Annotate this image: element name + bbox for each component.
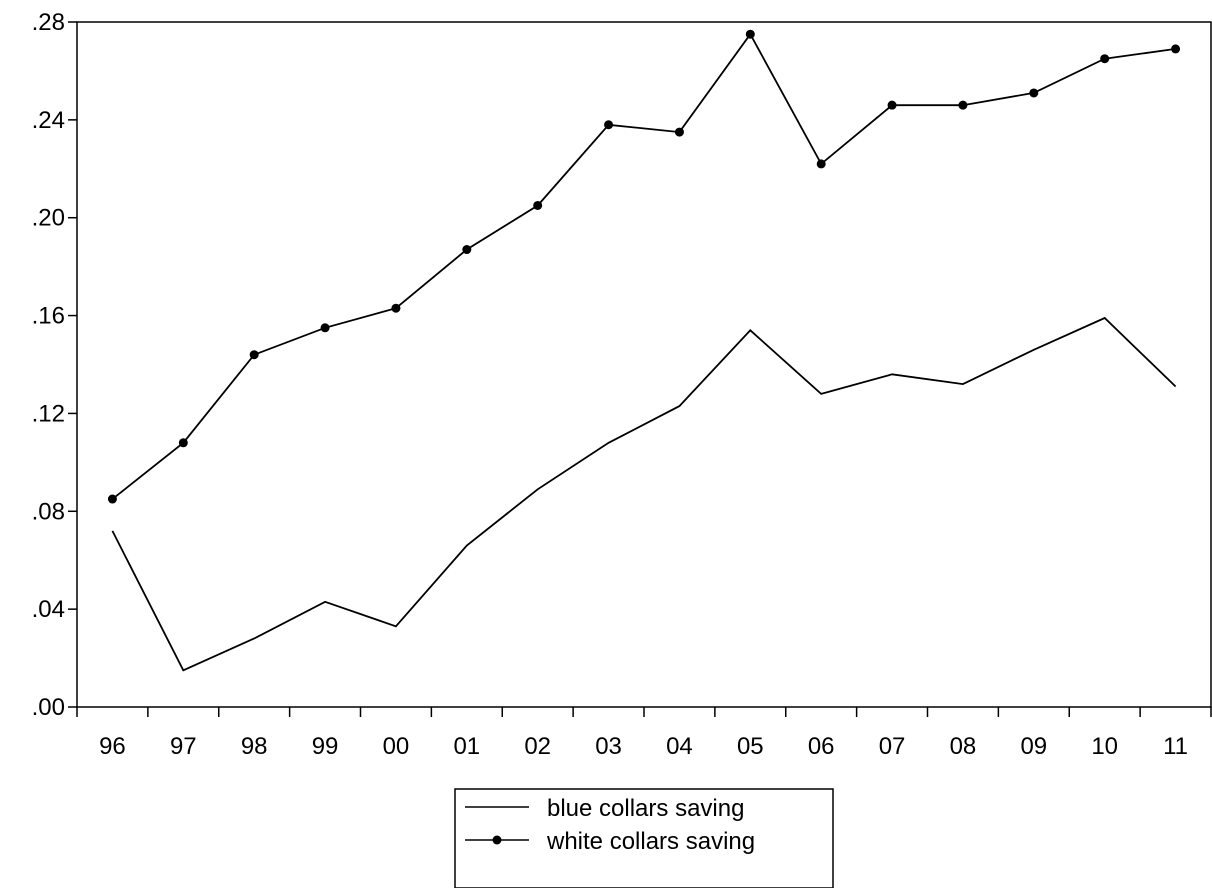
x-tick-label: 07: [879, 733, 906, 760]
x-tick-label: 02: [524, 733, 551, 760]
x-tick-label: 98: [241, 733, 268, 760]
y-tick-label: .08: [32, 498, 65, 525]
y-tick-label: .12: [32, 400, 65, 427]
y-tick-label: .00: [32, 694, 65, 721]
y-tick-label: .20: [32, 205, 65, 232]
data-point-white-collars: [604, 120, 614, 130]
x-tick-label: 00: [383, 733, 410, 760]
data-point-white-collars: [249, 350, 259, 360]
y-tick-label: .16: [32, 303, 65, 330]
x-tick-label: 05: [737, 733, 764, 760]
x-tick-label: 99: [312, 733, 339, 760]
data-point-white-collars: [320, 323, 330, 333]
x-tick-label: 96: [99, 733, 126, 760]
data-point-white-collars: [462, 245, 472, 255]
series-line-white-collars: [111, 32, 1176, 500]
x-axis-ticks: 96 97 98 99 00 01 02 03 04 05 06 07 08 09 10 11: [76, 707, 1212, 760]
legend-marker-white-collars: [492, 835, 502, 845]
x-tick-label: 10: [1091, 733, 1118, 760]
data-point-white-collars: [958, 100, 968, 110]
y-tick-label: .04: [32, 596, 65, 623]
legend-label-white-collars: white collars saving: [546, 828, 755, 855]
data-point-white-collars: [391, 303, 401, 313]
series-line-blue-collars: [111, 316, 1177, 672]
data-point-white-collars: [533, 200, 543, 210]
data-point-white-collars: [816, 159, 826, 169]
legend: blue collars saving white collars saving: [454, 788, 834, 888]
legend-box: [454, 788, 834, 888]
x-tick-label: 08: [950, 733, 977, 760]
x-tick-label: 01: [453, 733, 480, 760]
data-point-white-collars: [745, 29, 755, 39]
y-tick-label: .24: [32, 107, 65, 134]
x-tick-label: 09: [1020, 733, 1047, 760]
series-layer: [107, 29, 1181, 672]
x-tick-label: 97: [170, 733, 197, 760]
y-tick-label: .28: [32, 9, 65, 36]
y-axis-ticks: .00 .04 .08 .12 .16 .20 .24 .28: [32, 9, 77, 721]
legend-label-blue-collars: blue collars saving: [547, 795, 744, 822]
data-point-white-collars: [1100, 54, 1110, 64]
x-tick-label: 11: [1163, 733, 1188, 760]
x-tick-label: 04: [666, 733, 693, 760]
data-point-white-collars: [1029, 88, 1039, 98]
x-tick-label: 06: [808, 733, 835, 760]
data-point-white-collars: [1171, 44, 1181, 54]
data-point-white-collars: [107, 494, 117, 504]
data-point-white-collars: [887, 100, 897, 110]
x-tick-label: 03: [595, 733, 622, 760]
data-point-white-collars: [674, 127, 684, 137]
data-point-white-collars: [178, 438, 188, 448]
